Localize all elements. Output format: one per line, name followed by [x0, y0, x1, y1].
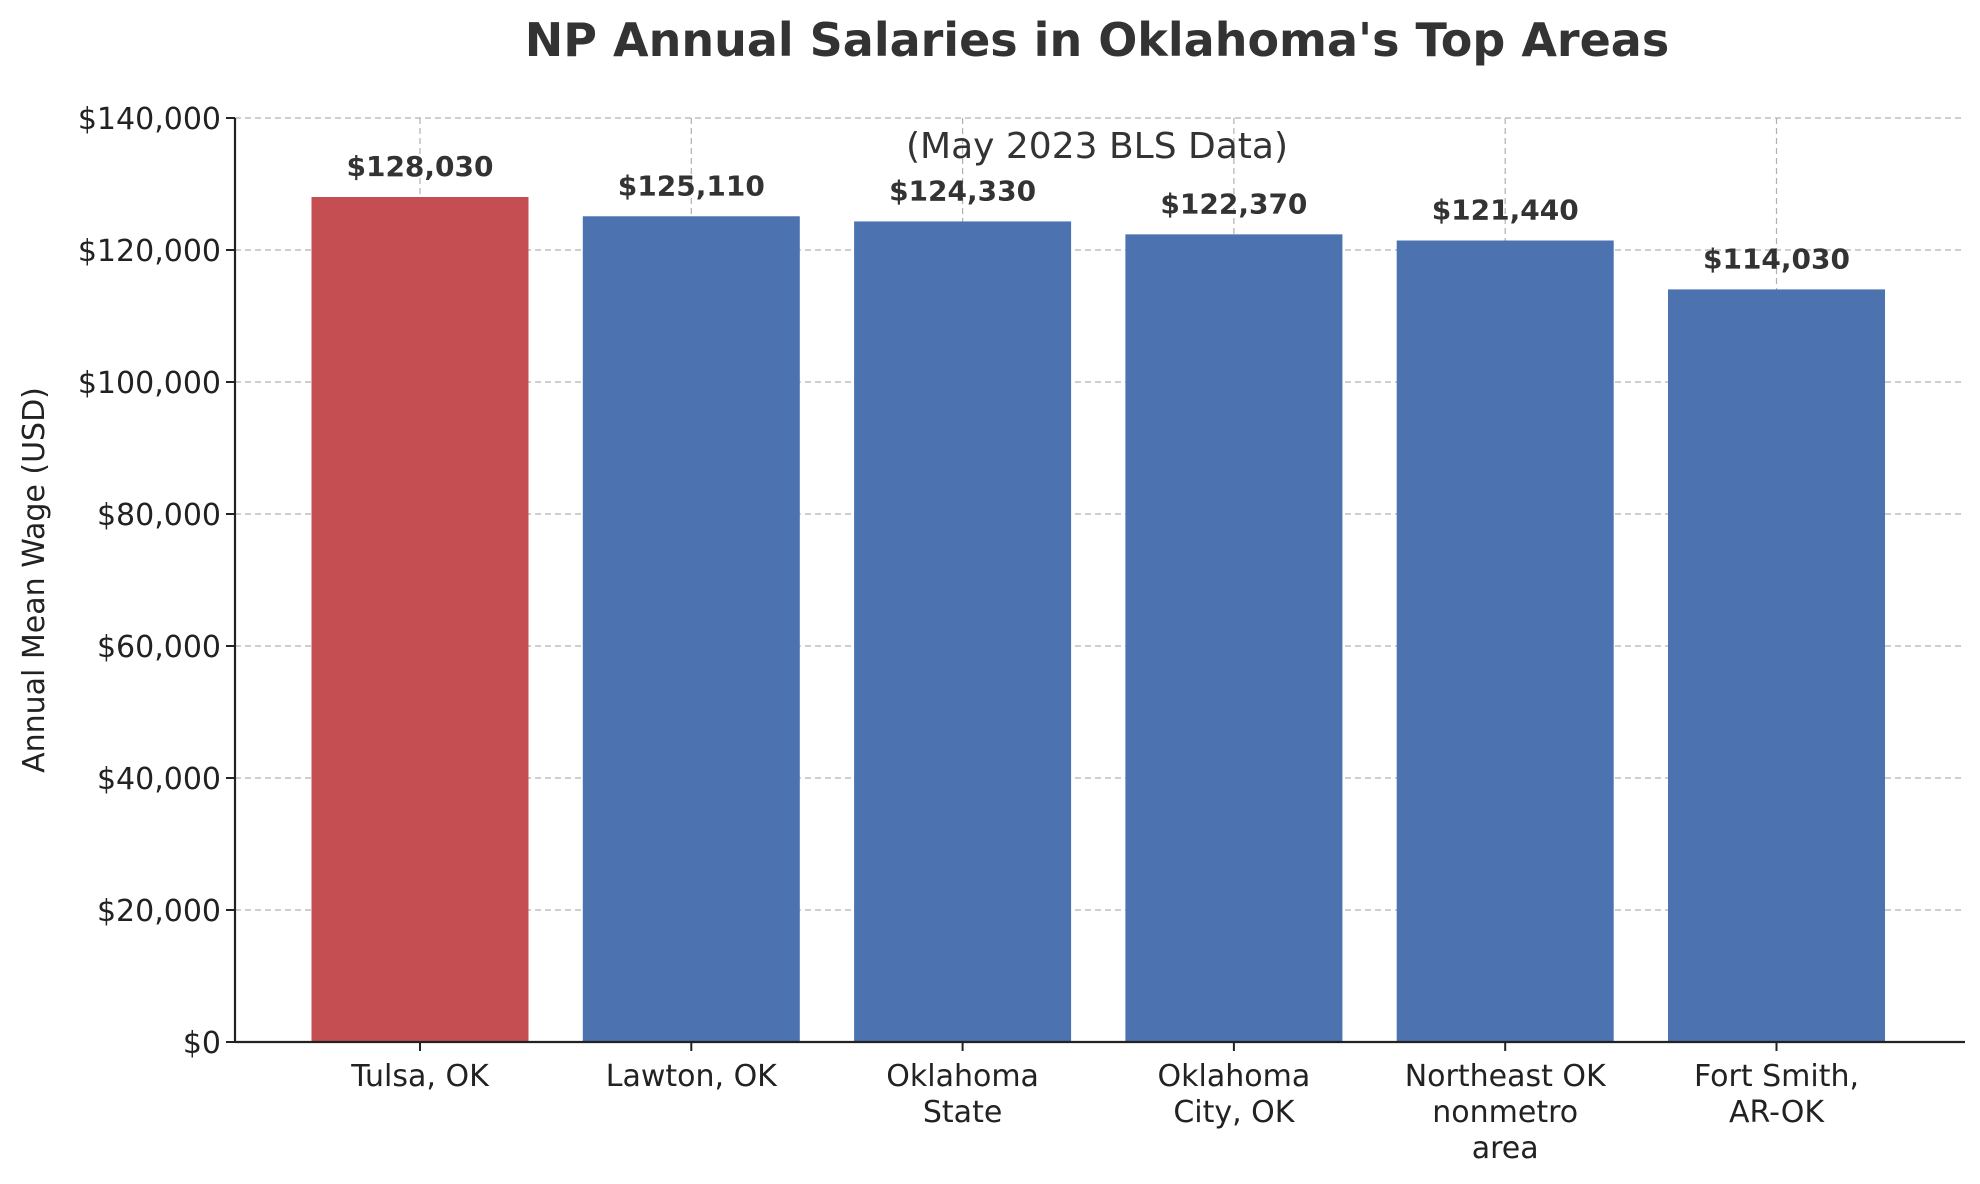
chart-title: NP Annual Salaries in Oklahoma's Top Are… — [525, 13, 1669, 67]
y-tick-label: $60,000 — [97, 630, 221, 665]
data-label: $121,440 — [1432, 193, 1579, 226]
data-label: $128,030 — [346, 150, 493, 183]
x-tick-label: Fort Smith, AR-OK — [1694, 1059, 1859, 1130]
x-tick-label: Oklahoma City, OK — [1158, 1059, 1311, 1130]
x-tick-label: Tulsa, OK — [350, 1059, 490, 1094]
bar — [311, 197, 529, 1042]
data-label: $122,370 — [1160, 187, 1307, 220]
x-tick-label: Oklahoma State — [886, 1059, 1039, 1130]
y-tick-label: $80,000 — [97, 498, 221, 533]
data-label: $114,030 — [1703, 242, 1850, 275]
x-tick-label: Lawton, OK — [606, 1059, 778, 1094]
y-tick-label: $100,000 — [78, 366, 221, 401]
data-labels: $128,030 $125,110 $124,330 $122,370 $121,440… — [346, 150, 1850, 275]
data-label: $125,110 — [618, 169, 765, 202]
bar — [1396, 240, 1614, 1043]
bar — [1668, 289, 1885, 1043]
x-tick-label: Northeast OK nonmetro area — [1405, 1059, 1607, 1166]
y-tick-label: $20,000 — [97, 894, 221, 929]
bars — [311, 197, 1885, 1043]
y-tick-label: $40,000 — [97, 762, 221, 797]
y-axis-label: Annual Mean Wage (USD) — [17, 387, 52, 773]
chart-subtitle: (May 2023 BLS Data) — [906, 126, 1288, 167]
axes: $0 $20,000 $40,000 $60,000 $80,000 $100,000 $1… — [78, 102, 1965, 1166]
bar — [582, 216, 800, 1043]
y-tick-label: $0 — [183, 1026, 221, 1061]
y-tick-label: $120,000 — [78, 234, 221, 269]
bar — [1125, 234, 1343, 1042]
bar — [854, 221, 1072, 1042]
data-label: $124,330 — [889, 174, 1036, 207]
y-tick-label: $140,000 — [78, 102, 221, 137]
